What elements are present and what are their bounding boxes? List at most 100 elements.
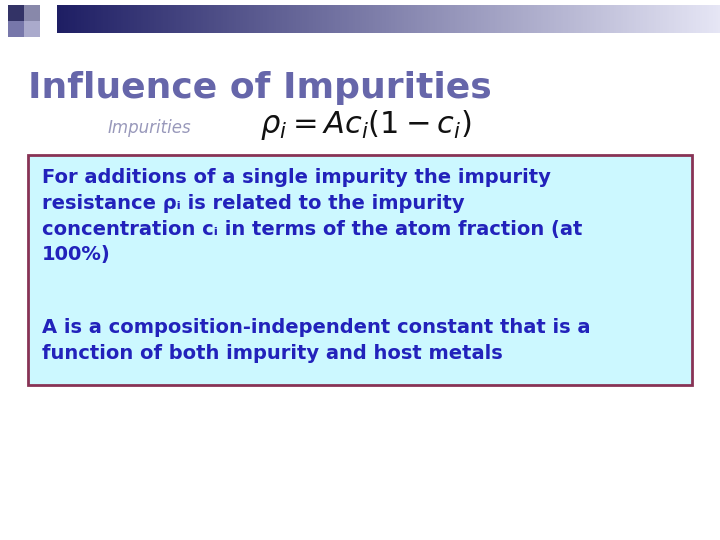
Bar: [179, 5, 181, 33]
Bar: [112, 5, 114, 33]
Bar: [459, 5, 462, 33]
Bar: [205, 5, 207, 33]
Bar: [387, 5, 389, 33]
Bar: [631, 5, 634, 33]
Bar: [88, 5, 90, 33]
Bar: [446, 5, 448, 33]
Bar: [455, 5, 457, 33]
Bar: [274, 5, 276, 33]
Bar: [636, 5, 638, 33]
Bar: [199, 5, 201, 33]
Bar: [90, 5, 92, 33]
Bar: [305, 5, 307, 33]
Bar: [201, 5, 203, 33]
Bar: [548, 5, 550, 33]
Bar: [59, 5, 61, 33]
Bar: [71, 5, 73, 33]
Bar: [468, 5, 470, 33]
Bar: [683, 5, 685, 33]
Bar: [685, 5, 687, 33]
Bar: [79, 5, 81, 33]
Bar: [344, 5, 346, 33]
Bar: [563, 5, 565, 33]
Bar: [554, 5, 557, 33]
Bar: [94, 5, 96, 33]
Bar: [647, 5, 649, 33]
Bar: [687, 5, 689, 33]
Bar: [232, 5, 234, 33]
Bar: [139, 5, 141, 33]
Bar: [472, 5, 474, 33]
Bar: [705, 5, 707, 33]
Bar: [75, 5, 77, 33]
Bar: [265, 5, 267, 33]
Bar: [176, 5, 179, 33]
Bar: [130, 5, 132, 33]
Bar: [592, 5, 594, 33]
Bar: [261, 5, 263, 33]
Bar: [488, 5, 490, 33]
Bar: [552, 5, 554, 33]
Bar: [528, 5, 530, 33]
Bar: [245, 5, 247, 33]
Bar: [561, 5, 563, 33]
Bar: [362, 5, 364, 33]
Bar: [503, 5, 505, 33]
Bar: [216, 5, 218, 33]
Bar: [340, 5, 342, 33]
Bar: [515, 5, 517, 33]
Bar: [364, 5, 366, 33]
Bar: [117, 5, 119, 33]
Bar: [247, 5, 249, 33]
Bar: [402, 5, 404, 33]
Bar: [413, 5, 415, 33]
Bar: [263, 5, 265, 33]
Bar: [234, 5, 236, 33]
Bar: [406, 5, 408, 33]
Bar: [400, 5, 402, 33]
Bar: [433, 5, 435, 33]
Bar: [172, 5, 174, 33]
Bar: [371, 5, 373, 33]
Bar: [627, 5, 629, 33]
Bar: [565, 5, 567, 33]
Bar: [325, 5, 327, 33]
Bar: [393, 5, 395, 33]
Bar: [236, 5, 238, 33]
Bar: [207, 5, 210, 33]
Bar: [415, 5, 417, 33]
Bar: [81, 5, 84, 33]
Bar: [152, 5, 154, 33]
Bar: [570, 5, 572, 33]
Bar: [298, 5, 300, 33]
Bar: [203, 5, 205, 33]
Bar: [278, 5, 280, 33]
Bar: [501, 5, 503, 33]
Bar: [541, 5, 543, 33]
Bar: [612, 5, 614, 33]
Bar: [135, 5, 137, 33]
Bar: [92, 5, 94, 33]
Bar: [479, 5, 481, 33]
Bar: [366, 5, 369, 33]
Bar: [192, 5, 194, 33]
Bar: [102, 5, 104, 33]
Bar: [629, 5, 631, 33]
Bar: [63, 5, 66, 33]
Bar: [658, 5, 660, 33]
Bar: [508, 5, 510, 33]
Text: A is a composition-independent constant that is a
function of both impurity and : A is a composition-independent constant …: [42, 318, 590, 363]
Bar: [86, 5, 88, 33]
Bar: [353, 5, 356, 33]
Bar: [621, 5, 623, 33]
Bar: [534, 5, 536, 33]
Bar: [594, 5, 596, 33]
Bar: [581, 5, 583, 33]
Bar: [579, 5, 581, 33]
Bar: [422, 5, 424, 33]
Bar: [680, 5, 683, 33]
Bar: [351, 5, 353, 33]
Bar: [309, 5, 311, 33]
Bar: [536, 5, 539, 33]
Bar: [435, 5, 437, 33]
